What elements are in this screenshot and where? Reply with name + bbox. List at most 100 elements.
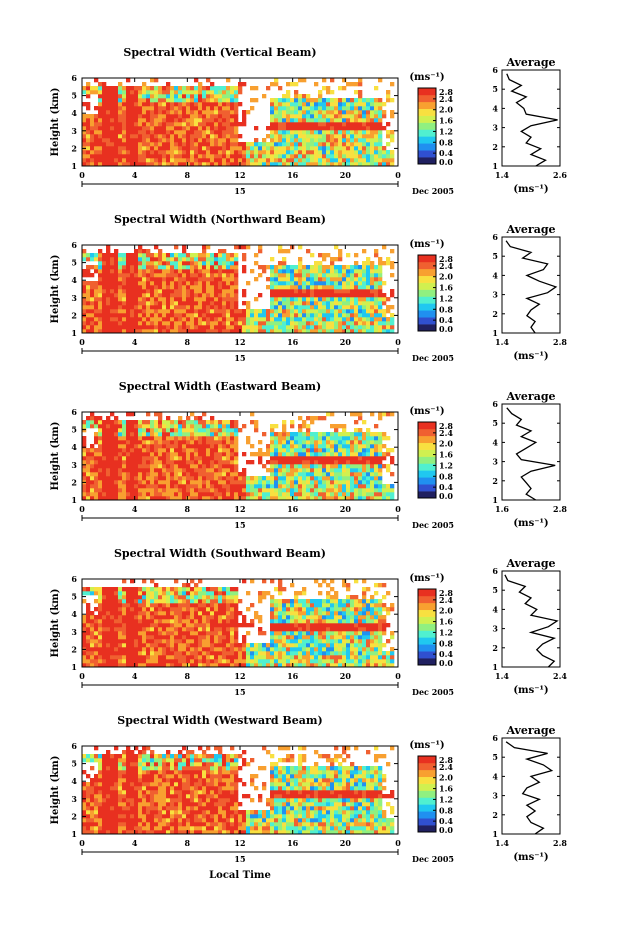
heatmap-cell <box>102 611 107 616</box>
heatmap-cell <box>302 162 307 167</box>
heatmap-cell <box>154 118 159 123</box>
heatmap-cell <box>118 138 123 143</box>
heatmap-cell <box>370 313 375 318</box>
heatmap-cell <box>114 623 119 628</box>
heatmap-cell <box>126 655 131 660</box>
heatmap-cell <box>190 130 195 135</box>
heatmap-cell <box>314 488 319 493</box>
heatmap-cell <box>86 126 91 131</box>
heatmap-cell <box>334 301 339 306</box>
heatmap-cell <box>318 436 323 441</box>
heatmap-cell <box>354 265 359 270</box>
heatmap-cell <box>354 301 359 306</box>
heatmap-cell <box>298 301 303 306</box>
heatmap-cell <box>138 158 143 163</box>
heatmap-cell <box>110 631 115 636</box>
heatmap-cell <box>242 496 247 501</box>
heatmap-cell <box>122 309 127 314</box>
heatmap-cell <box>278 142 283 147</box>
heatmap-cell <box>386 150 391 155</box>
heatmap-cell <box>174 647 179 652</box>
heatmap-cell <box>122 591 127 596</box>
heatmap-cell <box>118 635 123 640</box>
profile-y-tick-label: 2 <box>492 309 498 319</box>
heatmap-cell <box>370 488 375 493</box>
heatmap-cell <box>142 285 147 290</box>
heatmap-cell <box>110 265 115 270</box>
heatmap-cell <box>170 162 175 167</box>
heatmap-cell <box>110 436 115 441</box>
heatmap-cell <box>90 460 95 465</box>
heatmap-cell <box>250 325 255 330</box>
heatmap-cell <box>298 492 303 497</box>
heatmap-cell <box>238 122 243 127</box>
colorbar-tick-label: 1.6 <box>439 283 453 293</box>
heatmap-cell <box>270 305 275 310</box>
heatmap-cell <box>366 138 371 143</box>
heatmap-cell <box>170 647 175 652</box>
heatmap-cell <box>262 309 267 314</box>
colorbar-tick-label: 0.8 <box>439 471 453 481</box>
heatmap-cell <box>222 138 227 143</box>
heatmap-cell <box>310 444 315 449</box>
heatmap-cell <box>102 452 107 457</box>
heatmap-cell <box>378 122 383 127</box>
heatmap-cell <box>154 102 159 107</box>
heatmap-cell <box>178 162 183 167</box>
heatmap-cell <box>298 269 303 274</box>
heatmap-cell <box>130 659 135 664</box>
colorbar-swatch <box>418 101 436 110</box>
heatmap-cell <box>194 309 199 314</box>
heatmap-cell <box>246 317 251 322</box>
heatmap-cell <box>106 249 111 254</box>
heatmap-cell <box>174 293 179 298</box>
heatmap-cell <box>194 464 199 469</box>
heatmap-cell <box>314 325 319 330</box>
heatmap-cell <box>342 269 347 274</box>
heatmap-cell <box>122 86 127 91</box>
heatmap-cell <box>282 110 287 115</box>
heatmap-cell <box>138 305 143 310</box>
heatmap-cell <box>222 313 227 318</box>
heatmap-cell <box>130 432 135 437</box>
heatmap-cell <box>282 126 287 131</box>
heatmap-cell <box>82 325 87 330</box>
y-tick-label: 1 <box>71 495 77 505</box>
heatmap-cell <box>122 297 127 302</box>
heatmap-cell <box>370 321 375 326</box>
heatmap-cell <box>174 90 179 95</box>
heatmap-cell <box>338 476 343 481</box>
heatmap-cell <box>190 261 195 266</box>
heatmap-cell <box>158 90 163 95</box>
heatmap-cell <box>102 126 107 131</box>
heatmap-cell <box>258 496 263 501</box>
heatmap-cell <box>330 289 335 294</box>
heatmap-cell <box>110 281 115 286</box>
heatmap-cell <box>126 468 131 473</box>
heatmap-cell <box>378 496 383 501</box>
heatmap-cell <box>138 98 143 103</box>
heatmap-cell <box>110 619 115 624</box>
heatmap-cell <box>222 154 227 159</box>
heatmap-cell <box>182 293 187 298</box>
heatmap-cell <box>90 285 95 290</box>
heatmap-cell <box>190 150 195 155</box>
heatmap-cell <box>182 162 187 167</box>
heatmap-cell <box>170 460 175 465</box>
heatmap-cell <box>282 432 287 437</box>
heatmap-cell <box>130 619 135 624</box>
heatmap-cell <box>254 142 259 147</box>
heatmap-cell <box>274 277 279 282</box>
heatmap-cell <box>386 162 391 167</box>
heatmap-cell <box>242 158 247 163</box>
heatmap-cell <box>98 305 103 310</box>
heatmap-cell <box>210 142 215 147</box>
heatmap-cell <box>190 480 195 485</box>
heatmap-cell <box>138 591 143 596</box>
heatmap-cell <box>94 587 99 592</box>
heatmap-cell <box>178 285 183 290</box>
heatmap-cell <box>110 118 115 123</box>
heatmap-cell <box>214 102 219 107</box>
heatmap-cell <box>134 249 139 254</box>
heatmap-cell <box>134 269 139 274</box>
